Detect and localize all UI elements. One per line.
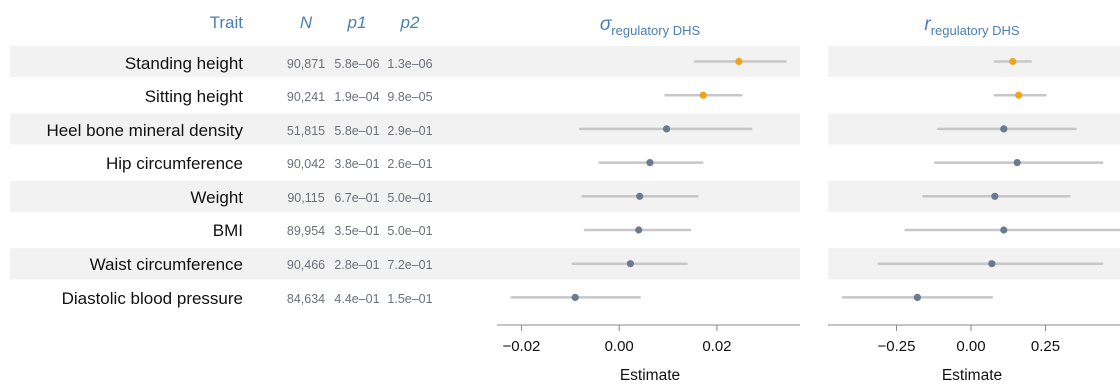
p2-cell: 7.2e–01 — [387, 258, 432, 272]
trait-label: Diastolic blood pressure — [62, 289, 243, 308]
n-cell: 89,954 — [287, 224, 325, 238]
panel2-title-subscript: regulatory DHS — [931, 23, 1020, 38]
p2-cell: 1.5e–01 — [387, 292, 432, 306]
row-band — [10, 46, 800, 77]
p2-cell: 1.3e–06 — [387, 57, 432, 71]
estimate-point — [571, 293, 579, 301]
trait-label: Heel bone mineral density — [46, 121, 243, 140]
header-p2: p2 — [400, 13, 420, 32]
p1-cell: 5.8e–01 — [334, 124, 379, 138]
p1-cell: 6.7e–01 — [334, 191, 379, 205]
estimate-point — [635, 226, 643, 234]
x-tick-label: 0.00 — [956, 338, 985, 355]
table-row: Heel bone mineral density 51,815 5.8e–01… — [46, 121, 432, 140]
table-row: Standing height 90,871 5.8e–06 1.3e–06 — [125, 54, 433, 73]
table-row: BMI 89,954 3.5e–01 5.0e–01 — [213, 221, 433, 240]
estimate-point — [1009, 57, 1017, 66]
panel2-title: rregulatory DHS — [924, 14, 1020, 38]
trait-label: Hip circumference — [106, 154, 243, 173]
n-cell: 90,241 — [287, 90, 325, 104]
p2-cell: 2.9e–01 — [387, 124, 432, 138]
trait-label: Weight — [190, 188, 243, 207]
trait-table: Standing height 90,871 5.8e–06 1.3e–06 S… — [46, 54, 432, 308]
p1-cell: 2.8e–01 — [334, 258, 379, 272]
n-cell: 90,115 — [287, 191, 324, 205]
trait-label: Standing height — [125, 54, 243, 73]
forest-panel-r: −0.25 0.00 0.25 — [828, 57, 1120, 355]
table-row: Diastolic blood pressure 84,634 4.4e–01 … — [62, 289, 433, 308]
estimate-point — [1000, 226, 1008, 234]
table-row: Hip circumference 90,042 3.8e–01 2.6e–01 — [106, 154, 433, 173]
p2-cell: 5.0e–01 — [387, 224, 432, 238]
p2-cell: 2.6e–01 — [387, 157, 432, 171]
trait-label: BMI — [213, 221, 243, 240]
n-cell: 51,815 — [287, 124, 325, 138]
estimate-point — [699, 91, 707, 99]
table-header: Trait N p1 p2 — [210, 13, 420, 32]
panel1-title-symbol: σ — [600, 14, 613, 35]
n-cell: 90,871 — [287, 57, 325, 71]
header-trait: Trait — [210, 13, 244, 32]
n-cell: 90,042 — [287, 157, 325, 171]
n-cell: 90,466 — [287, 258, 325, 272]
p1-cell: 3.5e–01 — [334, 224, 379, 238]
estimate-point — [913, 293, 921, 301]
row-band — [828, 46, 1120, 77]
panel2-title-symbol: r — [924, 14, 931, 35]
forest-panel-sigma: −0.02 0.00 0.02 — [497, 57, 800, 355]
p2-cell: 9.8e–05 — [387, 90, 432, 104]
trait-label: Waist circumference — [90, 255, 243, 274]
table-row: Weight 90,115 6.7e–01 5.0e–01 — [190, 188, 432, 207]
estimate-point — [626, 260, 635, 268]
p1-cell: 4.4e–01 — [334, 292, 379, 306]
p2-cell: 5.0e–01 — [387, 191, 432, 205]
estimate-point — [636, 192, 644, 200]
table-row: Waist circumference 90,466 2.8e–01 7.2e–… — [90, 255, 433, 274]
table-row: Sitting height 90,241 1.9e–04 9.8e–05 — [145, 87, 433, 106]
x-tick-label: −0.25 — [878, 338, 916, 355]
p1-cell: 1.9e–04 — [334, 90, 379, 104]
panel2-x-axis-label: Estimate — [942, 367, 1002, 384]
panel1-title: σregulatory DHS — [600, 14, 701, 38]
header-n: N — [300, 13, 313, 32]
x-tick-label: 0.02 — [702, 338, 731, 355]
trait-label: Sitting height — [145, 87, 244, 106]
panel1-x-axis-label: Estimate — [620, 367, 680, 384]
estimate-point — [1013, 159, 1021, 167]
estimate-point — [988, 260, 996, 268]
p1-cell: 3.8e–01 — [334, 157, 379, 171]
p1-cell: 5.8e–06 — [334, 57, 379, 71]
x-tick-label: −0.02 — [502, 338, 540, 355]
estimate-point — [1015, 91, 1023, 99]
estimate-point — [991, 192, 999, 200]
x-tick-label: 0.00 — [605, 338, 634, 355]
x-tick-label: 0.25 — [1031, 338, 1060, 355]
estimate-point — [662, 125, 671, 133]
panel1-title-subscript: regulatory DHS — [611, 23, 700, 38]
estimate-point — [1000, 125, 1008, 133]
estimate-point — [735, 57, 743, 66]
estimate-point — [646, 159, 654, 167]
header-p1: p1 — [347, 13, 367, 32]
n-cell: 84,634 — [287, 292, 325, 306]
